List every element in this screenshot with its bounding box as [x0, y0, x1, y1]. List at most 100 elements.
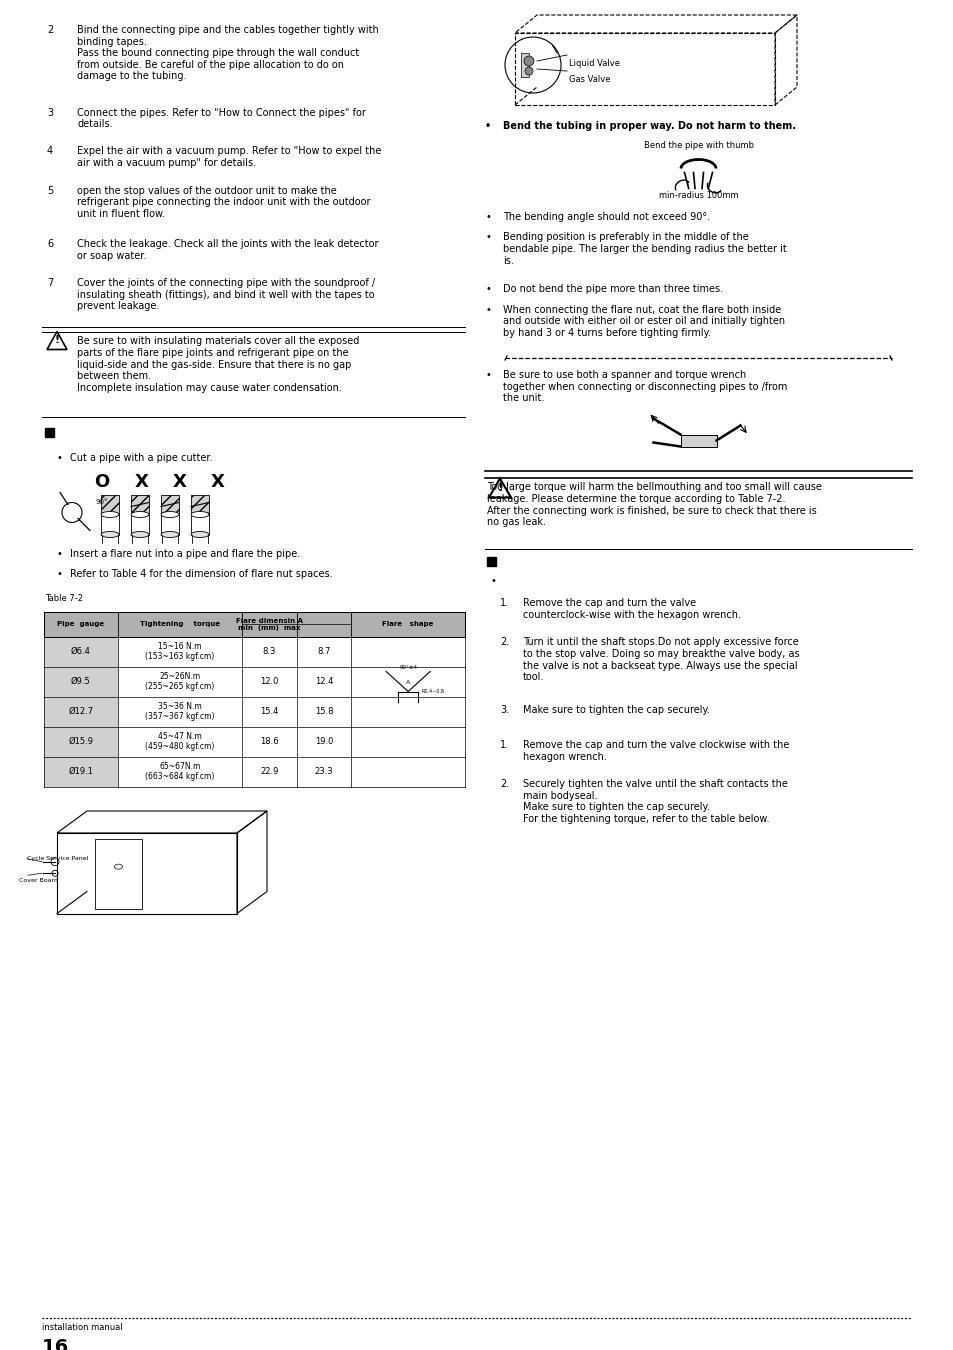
Bar	[44, 697, 464, 726]
Bar	[44, 636, 464, 667]
Text: 35~36 N.m
(357~367 kgf.cm): 35~36 N.m (357~367 kgf.cm)	[145, 702, 214, 721]
Bar	[191, 514, 209, 535]
Text: Gas Valve: Gas Valve	[568, 76, 610, 84]
Text: 2: 2	[47, 26, 53, 35]
Bar	[520, 53, 529, 77]
Text: The bending angle should not exceed 90°.: The bending angle should not exceed 90°.	[502, 212, 709, 221]
Ellipse shape	[161, 512, 179, 517]
Text: Bend the pipe with thumb: Bend the pipe with thumb	[643, 142, 753, 150]
Text: Insert a flare nut into a pipe and flare the pipe.: Insert a flare nut into a pipe and flare…	[70, 548, 300, 559]
Text: •: •	[57, 454, 63, 463]
Bar	[101, 494, 119, 514]
Text: 18.6: 18.6	[259, 737, 278, 747]
Text: Refer to Table 4 for the dimension of flare nut spaces.: Refer to Table 4 for the dimension of fl…	[70, 568, 333, 579]
Text: 22.9: 22.9	[260, 767, 278, 776]
Text: 4: 4	[47, 147, 53, 157]
Text: Be sure to with insulating materials cover all the exposed
parts of the flare pi: Be sure to with insulating materials cov…	[77, 336, 359, 393]
Text: 23.3: 23.3	[314, 767, 333, 776]
Ellipse shape	[191, 532, 209, 537]
Text: 90°: 90°	[96, 498, 109, 505]
Ellipse shape	[131, 512, 149, 517]
Text: Cycle Service Panel: Cycle Service Panel	[27, 856, 89, 861]
Bar	[44, 667, 464, 697]
Ellipse shape	[131, 532, 149, 537]
Text: Ø15.9: Ø15.9	[69, 737, 93, 747]
Text: Table 7-2: Table 7-2	[45, 594, 83, 602]
Text: Make sure to tighten the cap securely.: Make sure to tighten the cap securely.	[522, 706, 709, 716]
Text: •: •	[484, 305, 491, 315]
Text: X: X	[211, 472, 225, 490]
Bar	[679, 435, 716, 447]
Text: •: •	[484, 122, 491, 131]
Text: 3: 3	[47, 108, 53, 117]
Bar	[44, 636, 117, 667]
Text: 2.: 2.	[499, 779, 509, 788]
Bar	[44, 756, 117, 787]
Bar	[161, 494, 179, 514]
Bar	[191, 494, 209, 514]
Text: 7: 7	[47, 278, 53, 288]
Text: O: O	[94, 472, 110, 490]
Text: A: A	[406, 680, 410, 684]
Text: 5: 5	[47, 185, 53, 196]
Bar	[44, 612, 464, 636]
Text: Remove the cap and turn the valve clockwise with the
hexagon wrench.: Remove the cap and turn the valve clockw…	[522, 740, 788, 761]
Text: 65~67N.m
(663~684 kgf.cm): 65~67N.m (663~684 kgf.cm)	[145, 761, 214, 782]
Text: 6: 6	[47, 239, 53, 248]
Circle shape	[524, 68, 533, 76]
Text: 8.7: 8.7	[317, 647, 331, 656]
Text: 3.: 3.	[499, 706, 509, 716]
Text: Check the leakage. Check all the joints with the leak detector
or soap water.: Check the leakage. Check all the joints …	[77, 239, 378, 261]
Text: •: •	[57, 548, 63, 559]
Text: Turn it until the shaft stops.Do not apply excessive force
to the stop valve. Do: Turn it until the shaft stops.Do not app…	[522, 637, 799, 682]
Bar	[45, 428, 54, 437]
Text: Remove the cap and turn the valve
counterclock-wise with the hexagon wrench.: Remove the cap and turn the valve counte…	[522, 598, 740, 620]
Text: 45~47 N.m
(459~480 kgf.cm): 45~47 N.m (459~480 kgf.cm)	[145, 732, 214, 751]
Text: Ø19.1: Ø19.1	[69, 767, 93, 776]
Text: Securely tighten the valve until the shaft contacts the
main bodyseal.
Make sure: Securely tighten the valve until the sha…	[522, 779, 787, 824]
Text: •: •	[484, 232, 491, 243]
Bar	[486, 558, 496, 567]
Text: 25~26N.m
(255~265 kgf.cm): 25~26N.m (255~265 kgf.cm)	[145, 672, 214, 691]
Text: R0.4~0.8: R0.4~0.8	[421, 688, 444, 694]
Text: min-radius 100mm: min-radius 100mm	[658, 192, 738, 201]
Text: Liquid Valve: Liquid Valve	[568, 59, 619, 68]
Text: •: •	[57, 568, 63, 579]
Bar	[44, 726, 117, 756]
Text: 90°±4: 90°±4	[398, 664, 416, 670]
Text: Tightening    torque: Tightening torque	[139, 621, 219, 626]
Text: Pipe  gauge: Pipe gauge	[57, 621, 104, 626]
Text: Bend the tubing in proper way. Do not harm to them.: Bend the tubing in proper way. Do not ha…	[502, 122, 795, 131]
Text: Connect the pipes. Refer to "How to Connect the pipes" for
details.: Connect the pipes. Refer to "How to Conn…	[77, 108, 366, 130]
Text: Too large torque will harm the bellmouthing and too small will cause
leakage. Pl: Too large torque will harm the bellmouth…	[486, 482, 821, 528]
Text: Bind the connecting pipe and the cables together tightly with
binding tapes.
Pas: Bind the connecting pipe and the cables …	[77, 26, 378, 81]
Text: 16: 16	[42, 1338, 70, 1350]
Text: 15.4: 15.4	[260, 707, 278, 716]
Text: •: •	[490, 576, 496, 586]
Ellipse shape	[161, 532, 179, 537]
Text: 15.8: 15.8	[314, 707, 333, 716]
Text: Flare dimensin A
min  (mm)  max: Flare dimensin A min (mm) max	[235, 617, 302, 630]
Text: 2.: 2.	[499, 637, 509, 648]
Text: !: !	[54, 335, 59, 344]
Bar	[161, 514, 179, 535]
Bar	[44, 726, 464, 756]
Text: !: !	[497, 481, 502, 494]
Text: 12.0: 12.0	[260, 676, 278, 686]
Polygon shape	[47, 332, 67, 350]
Text: •: •	[484, 284, 491, 294]
Text: Bending position is preferably in the middle of the
bendable pipe. The larger th: Bending position is preferably in the mi…	[502, 232, 786, 266]
Text: Cover the joints of the connecting pipe with the soundproof /
insulating sheath : Cover the joints of the connecting pipe …	[77, 278, 375, 312]
Text: Ø6.4: Ø6.4	[71, 647, 91, 656]
Bar	[131, 514, 149, 535]
Ellipse shape	[191, 512, 209, 517]
Text: 15~16 N.m
(153~163 kgf.cm): 15~16 N.m (153~163 kgf.cm)	[145, 641, 214, 662]
Text: Expel the air with a vacuum pump. Refer to "How to expel the
air with a vacuum p: Expel the air with a vacuum pump. Refer …	[77, 147, 381, 169]
Ellipse shape	[101, 532, 119, 537]
Text: Cover Board: Cover Board	[19, 879, 58, 883]
Text: When connecting the flare nut, coat the flare both inside
and outside with eithe: When connecting the flare nut, coat the …	[502, 305, 784, 338]
Bar	[131, 494, 149, 514]
Text: X: X	[135, 472, 149, 490]
Circle shape	[523, 55, 534, 66]
Text: Do not bend the pipe more than three times.: Do not bend the pipe more than three tim…	[502, 284, 722, 294]
